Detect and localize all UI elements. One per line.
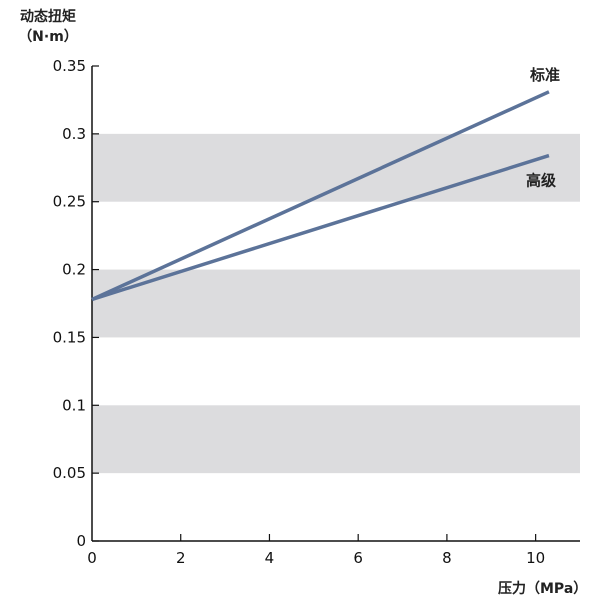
series-line-0	[91, 90, 550, 302]
y-tick-label: 0.15	[53, 328, 86, 346]
x-tick-label: 4	[265, 549, 275, 567]
y-tick-label: 0.35	[53, 57, 86, 75]
band-1	[92, 269, 580, 338]
y-tick-label: 0.05	[53, 464, 86, 482]
x-tick-label: 2	[176, 549, 186, 567]
x-tick-label: 6	[353, 549, 363, 567]
x-tick-label: 0	[87, 549, 97, 567]
y-tick-label: 0.1	[62, 396, 86, 414]
y-tick-label: 0.2	[62, 261, 86, 279]
y-tick-label: 0	[76, 532, 86, 550]
band-0	[92, 405, 580, 474]
series-label-0: 标准	[529, 66, 560, 84]
x-tick-label: 10	[526, 549, 545, 567]
y-tick-label: 0.25	[53, 193, 86, 211]
x-axis-label: 压力（MPa）	[498, 581, 588, 597]
series-label-1: 高级	[526, 172, 557, 190]
y-tick-label: 0.3	[62, 125, 86, 143]
y-axis-label-line1: 动态扭矩	[20, 9, 76, 25]
y-axis-label: 动态扭矩 （N·m）	[8, 6, 88, 46]
y-axis-label-line2: （N·m）	[18, 29, 78, 45]
x-tick-label: 8	[442, 549, 452, 567]
series-line-1	[91, 153, 550, 302]
